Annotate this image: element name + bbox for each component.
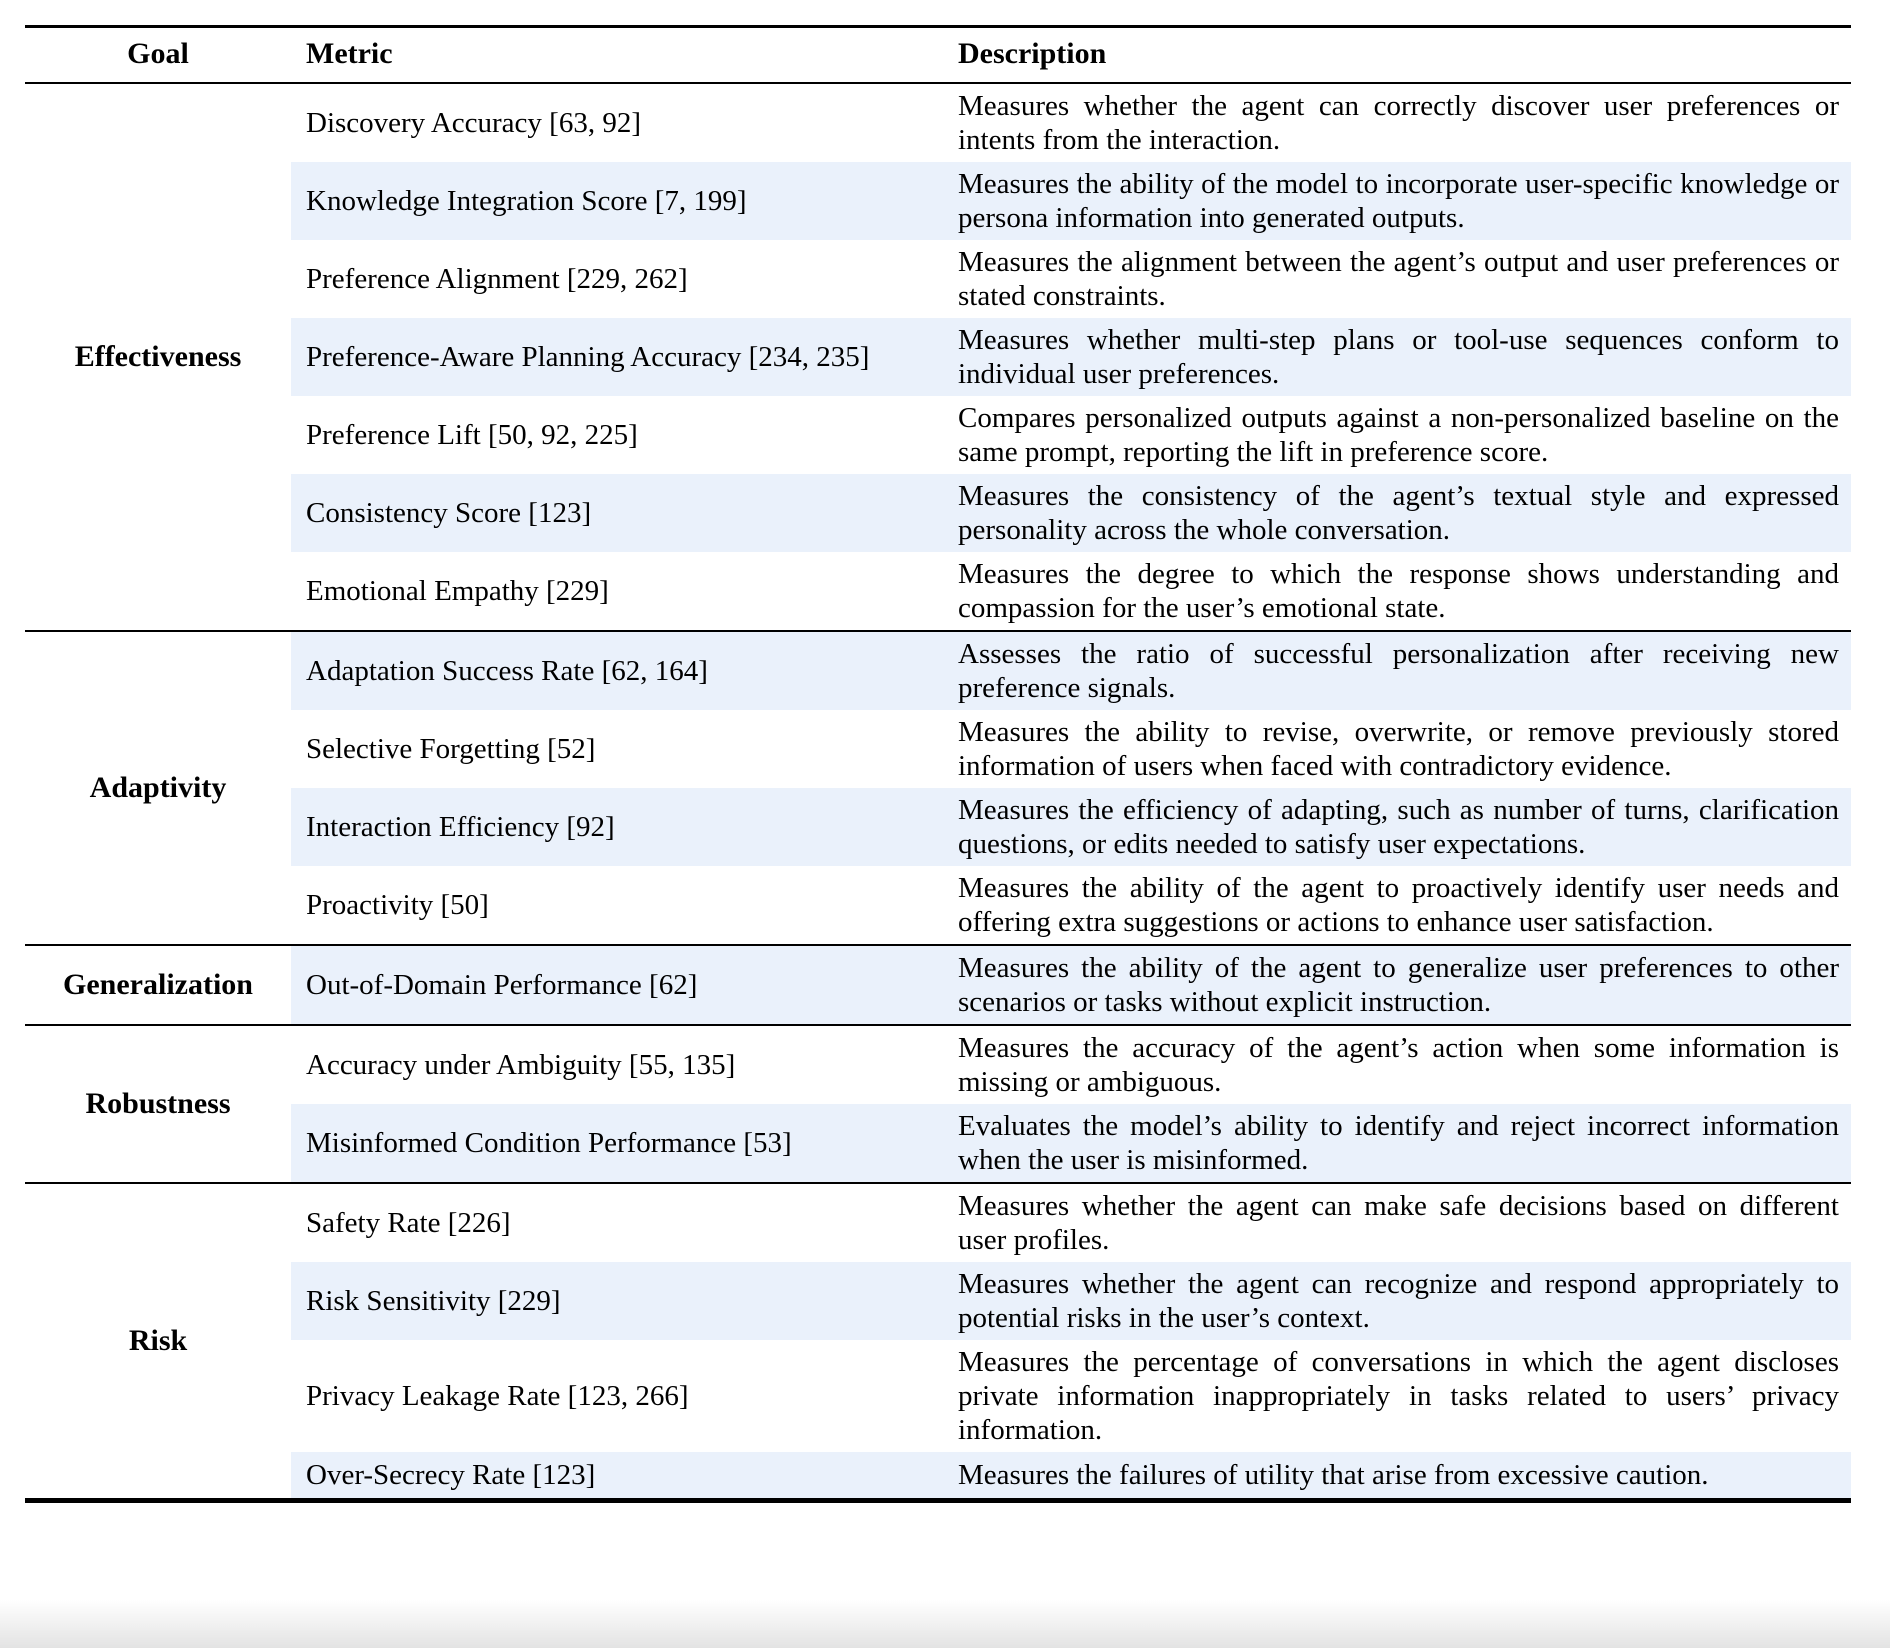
metric-cell: Adaptation Success Rate [62, 164] [291,631,950,710]
table-row: Emotional Empathy [229] Measures the deg… [25,552,1851,631]
section-adaptivity: Adaptivity Adaptation Success Rate [62, … [25,631,1851,945]
description-cell: Measures whether the agent can correctly… [958,90,1839,156]
description-cell: Measures whether the agent can make safe… [958,1190,1839,1256]
description-cell: Assesses the ratio of successful persona… [950,631,1851,710]
table-row: Privacy Leakage Rate [123, 266] Measures… [25,1340,1851,1452]
goal-label-risk: Risk [25,1183,291,1501]
description-cell: Measures the alignment between the agent… [958,246,1839,312]
description-cell: Measures the failures of utility that ar… [950,1452,1851,1501]
metric-cell: Accuracy under Ambiguity [55, 135] [306,1049,736,1081]
metric-cell: Proactivity [50] [306,889,489,921]
metric-cell: Consistency Score [123] [291,474,950,552]
metric-cell: Interaction Efficiency [92] [291,788,950,866]
metric-cell: Preference Alignment [229, 262] [306,263,688,295]
table-header: Goal Metric Description [25,26,1851,84]
section-risk: Risk Safety Rate [226] Measures whether … [25,1183,1851,1501]
metric-cell: Emotional Empathy [229] [306,575,609,607]
table-row: Interaction Efficiency [92] Measures the… [25,788,1851,866]
metrics-table: Goal Metric Description Effectiveness Di… [25,25,1851,1503]
table-row: Risk Sensitivity [229] Measures whether … [25,1262,1851,1340]
metric-cell: Misinformed Condition Performance [53] [291,1104,950,1183]
metric-cell: Risk Sensitivity [229] [291,1262,950,1340]
metric-cell: Over-Secrecy Rate [123] [291,1452,950,1501]
goal-label-adaptivity: Adaptivity [25,631,291,945]
table-row: Selective Forgetting [52] Measures the a… [25,710,1851,788]
description-cell: Measures whether the agent can recognize… [950,1262,1851,1340]
metric-cell: Preference Lift [50, 92, 225] [306,419,638,451]
description-cell: Measures the accuracy of the agent’s act… [958,1032,1839,1098]
table-row: Robustness Accuracy under Ambiguity [55,… [25,1025,1851,1183]
description-cell: Measures the consistency of the agent’s … [950,474,1851,552]
table-row: Preference Lift [50, 92, 225] Compares p… [25,396,1851,474]
table-row: Adaptivity Adaptation Success Rate [62, … [25,631,1851,945]
description-cell: Measures the ability of the agent to gen… [950,945,1851,1025]
section-generalization: Generalization Out-of-Domain Performance… [25,945,1851,1025]
table-row: Proactivity [50] Measures the ability of… [25,866,1851,945]
table-row: Misinformed Condition Performance [53] E… [25,1104,1851,1183]
table-row: Knowledge Integration Score [7, 199] Mea… [25,162,1851,240]
column-header-metric: Metric [291,26,950,84]
section-effectiveness: Effectiveness Discovery Accuracy [63, 92… [25,83,1851,631]
table-row: Consistency Score [123] Measures the con… [25,474,1851,552]
metric-cell: Knowledge Integration Score [7, 199] [291,162,950,240]
metric-cell: Discovery Accuracy [63, 92] [306,107,641,139]
goal-label-robustness: Robustness [25,1025,291,1183]
metric-cell: Safety Rate [226] [306,1207,511,1239]
description-cell: Measures the ability of the agent to pro… [958,872,1839,938]
section-robustness: Robustness Accuracy under Ambiguity [55,… [25,1025,1851,1183]
metric-cell: Out-of-Domain Performance [62] [291,945,950,1025]
description-cell: Measures the ability to revise, overwrit… [958,716,1839,782]
table-row: Preference Alignment [229, 262] Measures… [25,240,1851,318]
metric-cell: Privacy Leakage Rate [123, 266] [306,1380,689,1412]
description-cell: Evaluates the model’s ability to identif… [950,1104,1851,1183]
description-cell: Measures the degree to which the respons… [958,558,1839,624]
table-row: Effectiveness Discovery Accuracy [63, 92… [25,83,1851,631]
table-row: Generalization Out-of-Domain Performance… [25,945,1851,1025]
column-header-description: Description [950,26,1851,84]
page-bottom-gradient [0,1600,1890,1648]
description-cell: Measures whether multi-step plans or too… [950,318,1851,396]
header-row: Goal Metric Description [25,26,1851,84]
description-cell: Measures the ability of the model to inc… [950,162,1851,240]
table-row: Preference-Aware Planning Accuracy [234,… [25,318,1851,396]
metric-cell: Preference-Aware Planning Accuracy [234,… [291,318,950,396]
table-row: Risk Safety Rate [226] Measures whether … [25,1183,1851,1501]
column-header-goal: Goal [25,26,291,84]
description-cell: Measures the efficiency of adapting, suc… [950,788,1851,866]
description-cell: Measures the percentage of conversations… [958,1346,1839,1446]
goal-label-effectiveness: Effectiveness [25,83,291,631]
goal-label-generalization: Generalization [25,945,291,1025]
metric-cell: Selective Forgetting [52] [306,733,596,765]
table-row: Over-Secrecy Rate [123] Measures the fai… [25,1452,1851,1501]
description-cell: Compares personalized outputs against a … [958,402,1839,468]
